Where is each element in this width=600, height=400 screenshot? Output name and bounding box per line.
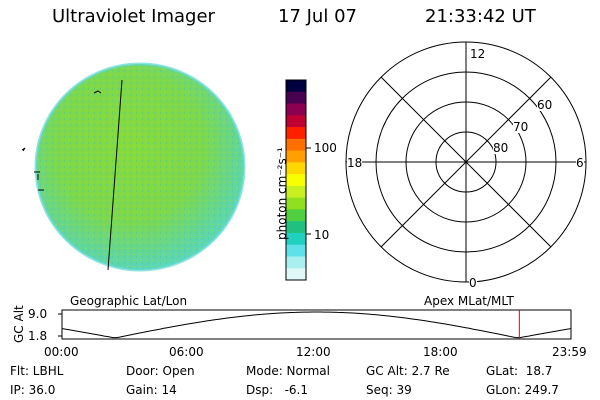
colorbar-swatch <box>286 138 306 152</box>
colorbar-swatch <box>286 268 306 281</box>
x-tick-1200: 12:00 <box>296 345 331 359</box>
lat-label-80: 80 <box>493 141 509 155</box>
colorbar-swatch <box>286 221 306 234</box>
colorbar-ticks <box>306 147 311 235</box>
colorbar-tick-10: 10 <box>314 228 330 242</box>
colorbar-swatch <box>286 103 306 116</box>
colorbar-swatch <box>286 91 306 105</box>
colorbar <box>285 79 307 281</box>
colorbar-swatch <box>286 209 306 222</box>
colorbar-swatch <box>286 185 306 199</box>
instrument-title: Ultraviolet Imager <box>52 6 215 27</box>
x-tick-0000: 00:00 <box>44 345 79 359</box>
altitude-curve <box>61 311 572 339</box>
colorbar-swatch <box>286 256 306 269</box>
y-tick-1-8: 1.8 <box>28 329 48 343</box>
colorbar-swatch <box>286 244 306 257</box>
glat-info: GLat: 18.7 <box>486 364 553 378</box>
apex-label: Apex MLat/MLT <box>424 294 514 308</box>
polar-plot <box>345 41 587 283</box>
geographic-label: Geographic Lat/Lon <box>70 294 188 308</box>
mlt-label-6: 6 <box>576 156 584 170</box>
seq-info: Seq: 39 <box>366 383 412 397</box>
colorbar-unit-label: photon cm⁻²s⁻¹ <box>275 147 289 240</box>
y-axis-label: GC Alt <box>12 305 26 343</box>
x-tick-2359: 23:59 <box>552 345 587 359</box>
filter-info: Flt: LBHL <box>10 364 64 378</box>
gc-alt-info: GC Alt: 2.7 Re <box>366 364 450 378</box>
colorbar-swatch <box>286 115 306 128</box>
time-label: 21:33:42 UT <box>425 6 536 27</box>
colorbar-swatch <box>286 127 306 140</box>
terminator-line <box>107 79 123 271</box>
orbit-plot <box>58 309 572 340</box>
colorbar-swatch <box>286 80 306 93</box>
colorbar-swatch <box>286 197 306 210</box>
x-tick-0600: 06:00 <box>169 345 204 359</box>
lat-label-70: 70 <box>513 120 529 134</box>
orbit-frame <box>61 309 572 340</box>
lat-label-60: 60 <box>537 98 553 112</box>
colorbar-tick-100: 100 <box>314 141 337 155</box>
door-info: Door: Open <box>126 364 195 378</box>
x-tick-1800: 18:00 <box>423 345 458 359</box>
colorbar-swatch <box>286 162 306 175</box>
colorbar-swatch <box>286 150 306 163</box>
uv-image-panel <box>21 62 246 272</box>
colorbar-swatch <box>286 232 306 246</box>
date-label: 17 Jul 07 <box>278 6 357 27</box>
glon-info: GLon: 249.7 <box>486 383 559 397</box>
dsp-info: Dsp: -6.1 <box>246 383 309 397</box>
colorbar-border <box>285 79 307 281</box>
colorbar-swatch <box>286 174 306 187</box>
mlt-label-18: 18 <box>347 156 363 170</box>
ip-info: IP: 36.0 <box>10 383 56 397</box>
y-tick-9: 9.0 <box>28 307 48 321</box>
mlt-label-12: 12 <box>470 47 486 61</box>
polar-diagonal-2 <box>380 76 552 248</box>
gain-info: Gain: 14 <box>126 383 177 397</box>
mlt-label-0: 0 <box>469 276 477 290</box>
mode-info: Mode: Normal <box>246 364 330 378</box>
